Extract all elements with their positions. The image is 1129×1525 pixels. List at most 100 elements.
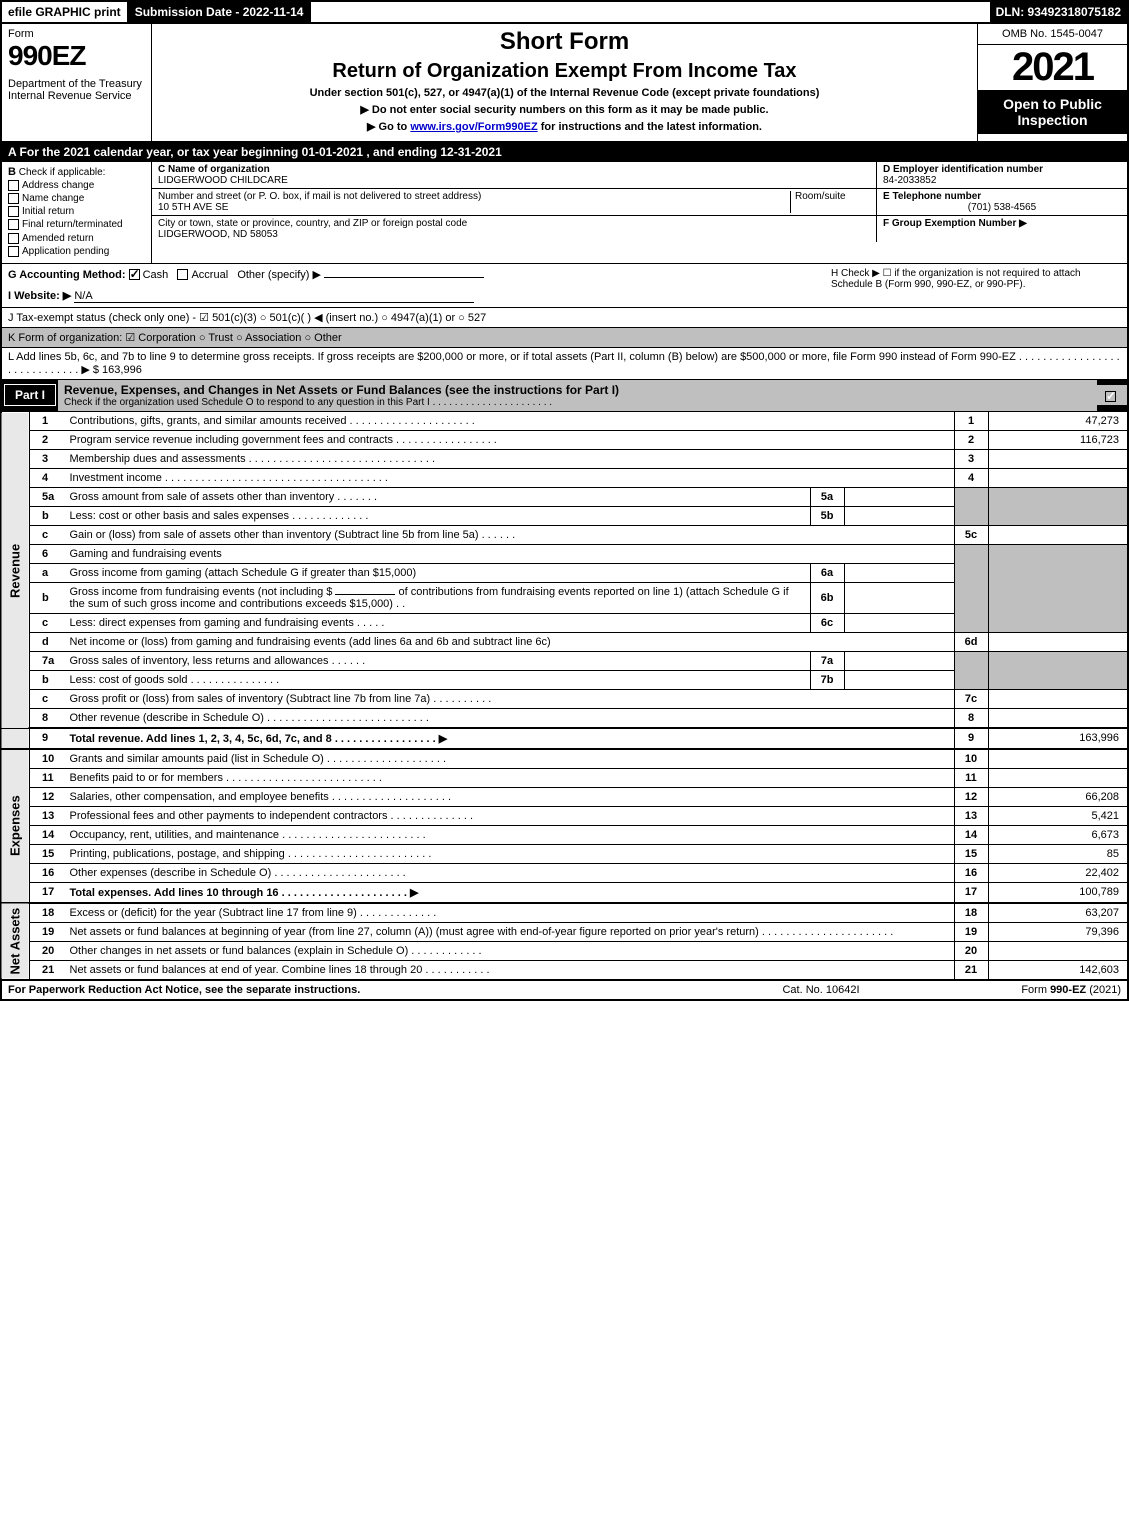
- phone-label: E Telephone number: [883, 191, 1121, 202]
- line-3-ln: 3: [954, 449, 988, 468]
- section-cde: C Name of organization LIDGERWOOD CHILDC…: [152, 162, 1127, 263]
- line-8-val: [988, 708, 1128, 728]
- part-1-table: Revenue 1 Contributions, gifts, grants, …: [0, 412, 1129, 980]
- return-title: Return of Organization Exempt From Incom…: [160, 60, 969, 83]
- line-1-num: 1: [30, 412, 64, 431]
- room-suite-label: Room/suite: [790, 191, 870, 213]
- line-11-val: [988, 768, 1128, 787]
- sidebar-net-assets: Net Assets: [1, 903, 30, 980]
- other-specify-input[interactable]: [324, 277, 484, 278]
- opt-name-change[interactable]: Name change: [8, 193, 145, 204]
- line-6b-sn: 6b: [810, 582, 844, 613]
- line-16-desc: Other expenses (describe in Schedule O) …: [64, 863, 955, 882]
- form-header: Form 990EZ Department of the Treasury In…: [0, 24, 1129, 143]
- footer-form-ref: Form 990-EZ (2021): [921, 984, 1121, 996]
- section-b: B Check if applicable: Address change Na…: [2, 162, 152, 263]
- dln-label: DLN: 93492318075182: [990, 2, 1127, 22]
- line-7c-ln: 7c: [954, 689, 988, 708]
- check-if-applicable: Check if applicable:: [19, 167, 106, 178]
- warning-2: ▶ Go to www.irs.gov/Form990EZ for instru…: [160, 120, 969, 133]
- topbar-spacer: [311, 2, 989, 22]
- opt-application-pending[interactable]: Application pending: [8, 246, 145, 257]
- line-7b-desc: Less: cost of goods sold . . . . . . . .…: [64, 670, 811, 689]
- line-18-val: 63,207: [988, 903, 1128, 923]
- line-5b-num: b: [30, 506, 64, 525]
- line-13-desc: Professional fees and other payments to …: [64, 806, 955, 825]
- part-1-schedule-o-check[interactable]: [1097, 385, 1127, 405]
- line-8-num: 8: [30, 708, 64, 728]
- city-value: LIDGERWOOD, ND 58053: [158, 229, 870, 240]
- line-1-ln: 1: [954, 412, 988, 431]
- opt-amended-return[interactable]: Amended return: [8, 233, 145, 244]
- line-7ab-ln-grey: [954, 651, 988, 689]
- line-7a-desc: Gross sales of inventory, less returns a…: [64, 651, 811, 670]
- line-7b-num: b: [30, 670, 64, 689]
- opt-initial-return[interactable]: Initial return: [8, 206, 145, 217]
- line-3-num: 3: [30, 449, 64, 468]
- row-k: K Form of organization: ☑ Corporation ○ …: [0, 328, 1129, 348]
- line-21-ln: 21: [954, 960, 988, 979]
- street-label: Number and street (or P. O. box, if mail…: [158, 191, 790, 202]
- line-12-val: 66,208: [988, 787, 1128, 806]
- line-14-ln: 14: [954, 825, 988, 844]
- line-17-ln: 17: [954, 882, 988, 903]
- line-7c-val: [988, 689, 1128, 708]
- section-c-street: Number and street (or P. O. box, if mail…: [152, 189, 877, 215]
- org-name: LIDGERWOOD CHILDCARE: [158, 175, 870, 186]
- line-16-ln: 16: [954, 863, 988, 882]
- line-6-num: 6: [30, 544, 64, 563]
- line-9-num: 9: [30, 728, 64, 749]
- section-c-name: C Name of organization LIDGERWOOD CHILDC…: [152, 162, 877, 188]
- line-11-ln: 11: [954, 768, 988, 787]
- line-20-val: [988, 941, 1128, 960]
- line-19-num: 19: [30, 922, 64, 941]
- irs-link[interactable]: www.irs.gov/Form990EZ: [410, 121, 537, 133]
- g-label: G Accounting Method:: [8, 269, 126, 281]
- line-11-desc: Benefits paid to or for members . . . . …: [64, 768, 955, 787]
- line-5a-sv: [844, 487, 954, 506]
- check-cash[interactable]: [129, 269, 140, 280]
- efile-print-label[interactable]: efile GRAPHIC print: [2, 2, 129, 22]
- line-15-val: 85: [988, 844, 1128, 863]
- name-label: C Name of organization: [158, 164, 870, 175]
- ein-label: D Employer identification number: [883, 164, 1121, 175]
- line-15-num: 15: [30, 844, 64, 863]
- line-6a-sv: [844, 563, 954, 582]
- opt-final-return[interactable]: Final return/terminated: [8, 219, 145, 230]
- line-20-ln: 20: [954, 941, 988, 960]
- line-6a-num: a: [30, 563, 64, 582]
- line-7a-num: 7a: [30, 651, 64, 670]
- line-19-val: 79,396: [988, 922, 1128, 941]
- opt-address-change[interactable]: Address change: [8, 180, 145, 191]
- top-bar: efile GRAPHIC print Submission Date - 20…: [0, 0, 1129, 24]
- line-5c-desc: Gain or (loss) from sale of assets other…: [64, 525, 955, 544]
- line-1-desc: Contributions, gifts, grants, and simila…: [64, 412, 955, 431]
- short-form-title: Short Form: [160, 28, 969, 56]
- line-6b-amount-input[interactable]: [335, 594, 395, 595]
- line-1-val: 47,273: [988, 412, 1128, 431]
- line-6abc-ln-grey: [954, 544, 988, 632]
- line-5b-sn: 5b: [810, 506, 844, 525]
- line-4-num: 4: [30, 468, 64, 487]
- section-e: E Telephone number (701) 538-4565: [877, 189, 1127, 215]
- header-right: OMB No. 1545-0047 2021 Open to Public In…: [977, 24, 1127, 141]
- line-10-ln: 10: [954, 749, 988, 769]
- line-2-desc: Program service revenue including govern…: [64, 430, 955, 449]
- line-6c-desc: Less: direct expenses from gaming and fu…: [64, 613, 811, 632]
- line-19-desc: Net assets or fund balances at beginning…: [64, 922, 955, 941]
- department-label: Department of the Treasury Internal Reve…: [8, 78, 145, 102]
- line-6d-num: d: [30, 632, 64, 651]
- check-accrual[interactable]: [177, 269, 188, 280]
- row-l: L Add lines 5b, 6c, and 7b to line 9 to …: [0, 348, 1129, 380]
- line-5c-val: [988, 525, 1128, 544]
- line-14-desc: Occupancy, rent, utilities, and maintena…: [64, 825, 955, 844]
- line-7b-sv: [844, 670, 954, 689]
- part-1-title: Revenue, Expenses, and Changes in Net As…: [58, 380, 1097, 411]
- line-11-num: 11: [30, 768, 64, 787]
- line-18-num: 18: [30, 903, 64, 923]
- gross-receipts-value: 163,996: [102, 364, 142, 376]
- sidebar-revenue: Revenue: [1, 412, 30, 728]
- line-5a-num: 5a: [30, 487, 64, 506]
- line-6c-sn: 6c: [810, 613, 844, 632]
- line-21-val: 142,603: [988, 960, 1128, 979]
